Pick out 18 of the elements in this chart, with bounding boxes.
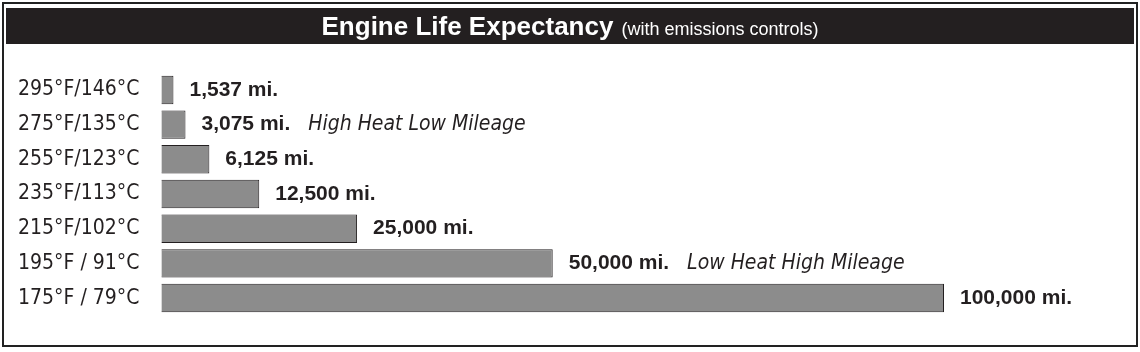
data-label: 6,125 mi. — [225, 146, 315, 170]
y-tick-label: 215°F/102°C — [17, 215, 140, 240]
data-label: 3,075 mi. — [201, 111, 291, 135]
y-tick-label: 275°F/135°C — [17, 111, 140, 136]
y-tick-label: 195°F / 91°C — [18, 249, 140, 274]
data-label: 1,537 mi. — [189, 76, 279, 100]
data-label: 100,000 mi. — [960, 284, 1073, 308]
data-label: 50,000 mi. — [568, 250, 670, 274]
annotation: Low Heat High Mileage — [687, 249, 905, 274]
data-label: 25,000 mi. — [373, 215, 474, 239]
y-tick-label: 295°F/146°C — [17, 76, 140, 101]
chart-title: Engine Life Expectancy — [321, 11, 614, 41]
data-label: 12,500 mi. — [275, 180, 376, 204]
y-tick-label: 235°F/113°C — [17, 180, 140, 205]
y-tick-label: 175°F / 79°C — [18, 284, 140, 309]
y-tick-label: 255°F/123°C — [17, 145, 140, 170]
annotation: High Heat Low Mileage — [308, 111, 526, 136]
chart-subtitle: (with emissions controls) — [621, 19, 819, 39]
